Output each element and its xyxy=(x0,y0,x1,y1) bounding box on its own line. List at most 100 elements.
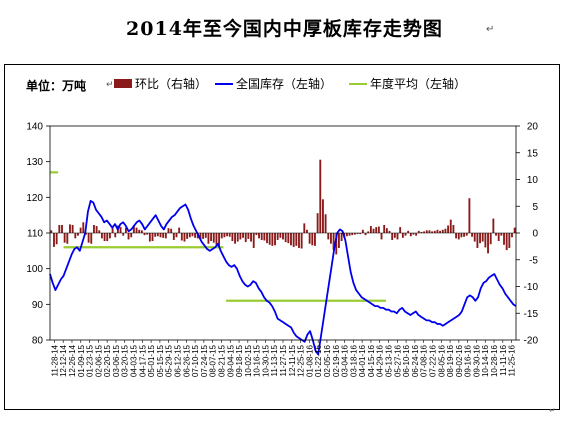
bar xyxy=(476,233,479,248)
bar-series-qoq xyxy=(50,159,516,255)
bar xyxy=(103,233,106,242)
bar xyxy=(463,233,465,237)
bar xyxy=(53,233,55,247)
bar xyxy=(178,227,181,233)
x-tick-label: 09-04-15 xyxy=(226,344,235,377)
bar xyxy=(95,226,98,233)
x-tick-label: 06-12-15 xyxy=(173,344,182,377)
x-tick-label: 03-06-15 xyxy=(112,344,121,377)
chart-title: 2014年至今国内中厚板库存走势图 xyxy=(126,18,443,40)
x-tick-label: 02-06-15 xyxy=(94,344,103,377)
y-left-tick-label: 100 xyxy=(26,264,43,275)
bar xyxy=(380,233,383,240)
bar xyxy=(292,233,295,247)
bar xyxy=(276,233,279,240)
x-tick-label: 08-05-16 xyxy=(437,344,446,377)
bar xyxy=(412,233,415,235)
bar xyxy=(364,233,367,236)
bar xyxy=(106,233,109,242)
bar xyxy=(468,198,471,233)
bar xyxy=(444,228,447,233)
x-tick-label: 12-11-15 xyxy=(288,344,297,376)
bar xyxy=(250,233,252,242)
bar xyxy=(242,233,244,238)
bar xyxy=(66,233,69,244)
bar xyxy=(58,224,61,233)
x-tick-label: 08-07-15 xyxy=(209,344,218,377)
bar xyxy=(385,228,388,233)
bar xyxy=(316,213,319,233)
bar xyxy=(151,233,154,242)
bar xyxy=(367,231,370,233)
bar xyxy=(282,233,284,240)
bar xyxy=(324,214,327,233)
bar xyxy=(503,233,505,245)
x-tick-label: 05-27-16 xyxy=(393,344,402,377)
bar xyxy=(487,233,489,254)
bar xyxy=(138,229,141,233)
bar xyxy=(319,159,322,233)
bar xyxy=(457,233,460,240)
bar xyxy=(290,233,292,246)
y-right-tick-label: 0 xyxy=(532,229,538,240)
bar xyxy=(303,223,306,233)
paragraph-mark-icon: ↵ xyxy=(486,24,495,35)
bar xyxy=(388,230,391,233)
bar xyxy=(50,230,53,233)
bar xyxy=(423,231,426,233)
bar xyxy=(122,233,125,236)
bar xyxy=(399,227,402,233)
bar xyxy=(471,233,473,237)
x-tick-label: 10-28-16 xyxy=(490,344,499,377)
bar xyxy=(61,224,63,233)
bar xyxy=(396,233,399,240)
bar xyxy=(335,233,338,255)
bar xyxy=(375,227,378,233)
bar xyxy=(148,233,151,242)
x-tick-label: 07-10-15 xyxy=(191,344,200,377)
bar xyxy=(279,233,282,238)
x-tick-label: 06-10-16 xyxy=(402,344,411,377)
unit-label: 单位：万吨 xyxy=(26,79,87,93)
bar xyxy=(268,233,271,245)
bar xyxy=(170,228,173,233)
bar xyxy=(407,230,410,233)
bar xyxy=(505,233,508,251)
chart-frame xyxy=(4,64,560,410)
bar xyxy=(287,233,290,244)
bar xyxy=(239,233,242,240)
x-tick-label: 09-02-16 xyxy=(455,344,464,377)
x-tick-label: 01-23-15 xyxy=(86,344,95,377)
bar xyxy=(314,233,316,246)
bar xyxy=(74,233,77,239)
bar xyxy=(55,233,58,245)
bar xyxy=(359,233,362,235)
x-tick-label: 07-24-15 xyxy=(200,344,209,377)
bar xyxy=(172,233,175,240)
bar xyxy=(223,233,226,238)
bar xyxy=(460,233,463,238)
x-tick-label: 04-15-16 xyxy=(367,344,376,377)
bar xyxy=(425,230,428,233)
bar xyxy=(377,226,380,233)
bar xyxy=(473,233,476,242)
legend-swatch-bar xyxy=(114,79,132,88)
bar xyxy=(69,224,71,233)
bar xyxy=(79,227,82,233)
y-right-tick-label: 20 xyxy=(527,122,539,133)
bar xyxy=(439,230,442,233)
bar xyxy=(212,233,215,243)
y-right-tick-label: 5 xyxy=(532,202,538,213)
x-tick-label: 02-19-16 xyxy=(332,344,341,377)
legend-label: 环比（右轴） xyxy=(135,76,207,91)
bar xyxy=(401,233,404,238)
paragraph-mark-icon: ↵ xyxy=(549,406,556,415)
bar xyxy=(322,199,324,233)
bar xyxy=(351,233,354,236)
x-tick-label: 09-16-16 xyxy=(464,344,473,377)
x-tick-label: 01-22-16 xyxy=(314,344,323,377)
bar xyxy=(263,233,266,241)
bar xyxy=(284,233,287,243)
bar xyxy=(156,233,159,237)
